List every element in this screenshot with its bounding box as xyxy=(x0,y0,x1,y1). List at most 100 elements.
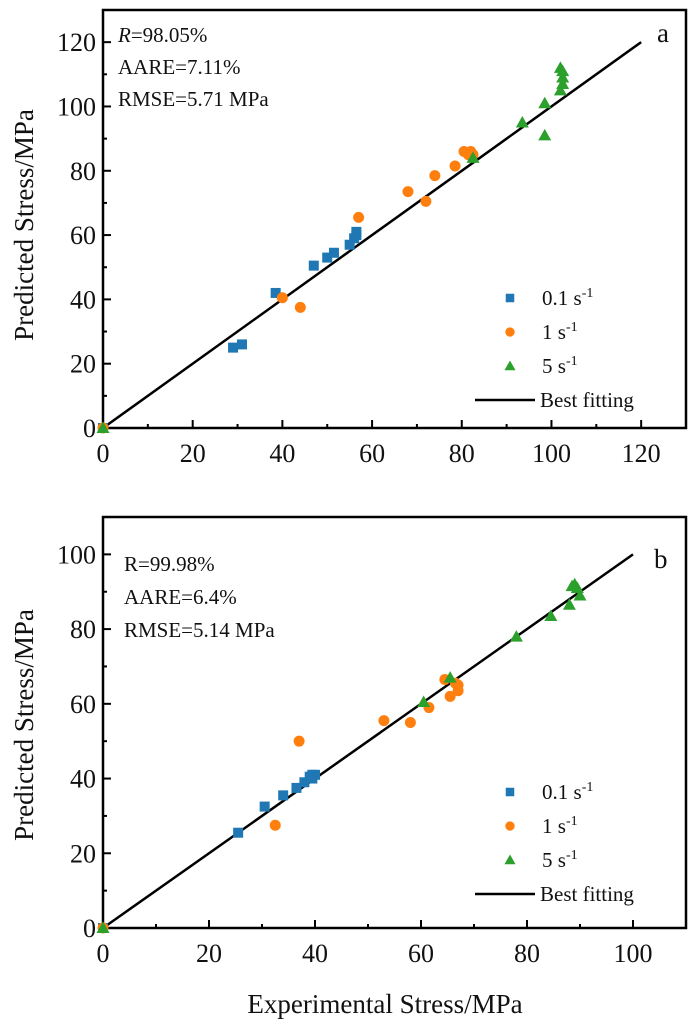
legend-label: 1 s-1 xyxy=(542,814,578,838)
x-tick-label: 60 xyxy=(408,939,434,968)
data-point-triangle xyxy=(573,588,587,601)
data-point-square xyxy=(278,790,289,801)
legend-label: 0.1 s-1 xyxy=(542,286,593,310)
legend-label-best-fitting: Best fitting xyxy=(540,388,634,412)
data-point-triangle xyxy=(96,421,110,433)
data-point-square xyxy=(270,287,281,298)
legend-label: 5 s-1 xyxy=(542,354,578,378)
y-tick-label: 0 xyxy=(83,914,96,943)
best-fit-line xyxy=(102,553,634,930)
y-ticks: 0 20 40 60 80 100 xyxy=(57,540,111,943)
data-point-square xyxy=(237,339,248,350)
stat-rmse: RMSE=5.71 MPa xyxy=(118,87,269,111)
data-point-square xyxy=(328,247,339,258)
y-tick-label: 40 xyxy=(70,765,96,794)
legend-label-base: 5 s xyxy=(542,848,566,872)
x-ticks: 0 20 40 60 80 100 120 xyxy=(97,420,661,468)
data-point-square xyxy=(322,252,333,263)
data-point-triangle xyxy=(466,151,480,163)
x-tick-label: 60 xyxy=(359,439,385,468)
y-tick-label: 100 xyxy=(57,540,96,569)
legend-label: 0.1 s-1 xyxy=(542,780,593,804)
data-point-circle xyxy=(404,717,416,728)
x-tick-label: 20 xyxy=(180,439,206,468)
x-tick-label: 100 xyxy=(532,439,571,468)
stat-r-value: =98.05% xyxy=(131,23,208,47)
y-axis-title: Predicted Stress/MPa xyxy=(9,609,39,841)
legend-marker-triangle xyxy=(504,360,516,371)
data-point-triangle xyxy=(515,116,529,128)
legend-label-superscript: -1 xyxy=(566,814,578,829)
data-point-square xyxy=(307,773,318,784)
legend-label-base: 5 s xyxy=(542,354,566,378)
x-tick-label: 80 xyxy=(449,439,475,468)
x-tick-label: 100 xyxy=(614,939,653,968)
legend-label-superscript: -1 xyxy=(582,286,594,301)
x-tick-label: 0 xyxy=(97,439,110,468)
stat-aare: AARE=6.4% xyxy=(124,585,237,609)
data-point-triangle xyxy=(556,71,570,83)
data-point-circle xyxy=(420,195,432,207)
legend-label: 1 s-1 xyxy=(542,320,578,344)
data-point-circle xyxy=(293,735,305,747)
x-tick-label: 20 xyxy=(196,939,222,968)
data-point-circle xyxy=(402,186,414,198)
y-tick-label: 40 xyxy=(70,285,96,314)
stat-r: R=99.98% xyxy=(124,552,215,576)
legend-label-superscript: -1 xyxy=(566,848,578,863)
plot-frame xyxy=(101,515,688,930)
data-point-circle xyxy=(444,690,456,702)
y-tick-label: 80 xyxy=(70,157,96,186)
legend-label-base: 0.1 s xyxy=(542,780,582,804)
data-point-square xyxy=(299,777,310,788)
data-point-triangle xyxy=(556,77,570,89)
legend-label-best-fitting: Best fitting xyxy=(540,882,634,906)
data-point-circle xyxy=(429,170,441,182)
panel-label: a xyxy=(657,18,669,48)
data-point-square xyxy=(344,239,355,250)
data-point-triangle xyxy=(509,630,523,642)
legend-marker-circle xyxy=(505,821,515,831)
data-point-triangle xyxy=(538,128,552,141)
data-point-circle xyxy=(269,819,281,831)
y-tick-label: 60 xyxy=(70,221,96,250)
data-point-triangle xyxy=(570,581,584,593)
data-point-square xyxy=(259,801,270,812)
data-point-square xyxy=(308,260,319,271)
data-point-triangle xyxy=(553,61,567,73)
data-point-triangle xyxy=(544,609,558,622)
stat-r-symbol: R xyxy=(117,23,131,47)
legend-label-superscript: -1 xyxy=(582,780,594,795)
data-point-square xyxy=(351,226,362,237)
y-ticks: 0 20 40 60 80 100 120 xyxy=(57,28,111,443)
best-fit-line xyxy=(102,41,642,430)
data-point-square xyxy=(233,827,244,838)
x-ticks: 0 20 40 60 80 100 xyxy=(97,920,653,968)
x-tick-label: 40 xyxy=(302,939,328,968)
plot-frame xyxy=(101,8,688,430)
y-tick-label: 20 xyxy=(70,350,96,379)
data-point-circle xyxy=(449,160,461,172)
y-tick-label: 80 xyxy=(70,615,96,644)
data-point-circle xyxy=(353,211,365,223)
legend-label: 5 s-1 xyxy=(542,848,578,872)
data-point-triangle xyxy=(96,921,110,933)
y-tick-label: 0 xyxy=(83,414,96,443)
data-point-square xyxy=(291,782,302,793)
y-tick-label: 120 xyxy=(57,28,96,57)
x-tick-label: 40 xyxy=(269,439,295,468)
x-tick-label: 80 xyxy=(514,939,540,968)
panel-label: b xyxy=(654,544,668,574)
data-point-triangle xyxy=(553,83,567,96)
legend-label-superscript: -1 xyxy=(566,354,578,369)
legend-marker-triangle xyxy=(504,854,516,865)
data-point-circle xyxy=(276,292,288,304)
y-axis-title: Predicted Stress/MPa xyxy=(9,109,39,341)
panel-a: 0 20 40 60 80 100 120 0 20 40 60 80 100 120 R=98.05%… xyxy=(9,8,688,468)
x-tick-label: 120 xyxy=(622,439,661,468)
data-point-circle xyxy=(294,301,306,313)
stat-rmse: RMSE=5.14 MPa xyxy=(124,618,275,642)
stat-r-symbol: R xyxy=(124,552,138,576)
